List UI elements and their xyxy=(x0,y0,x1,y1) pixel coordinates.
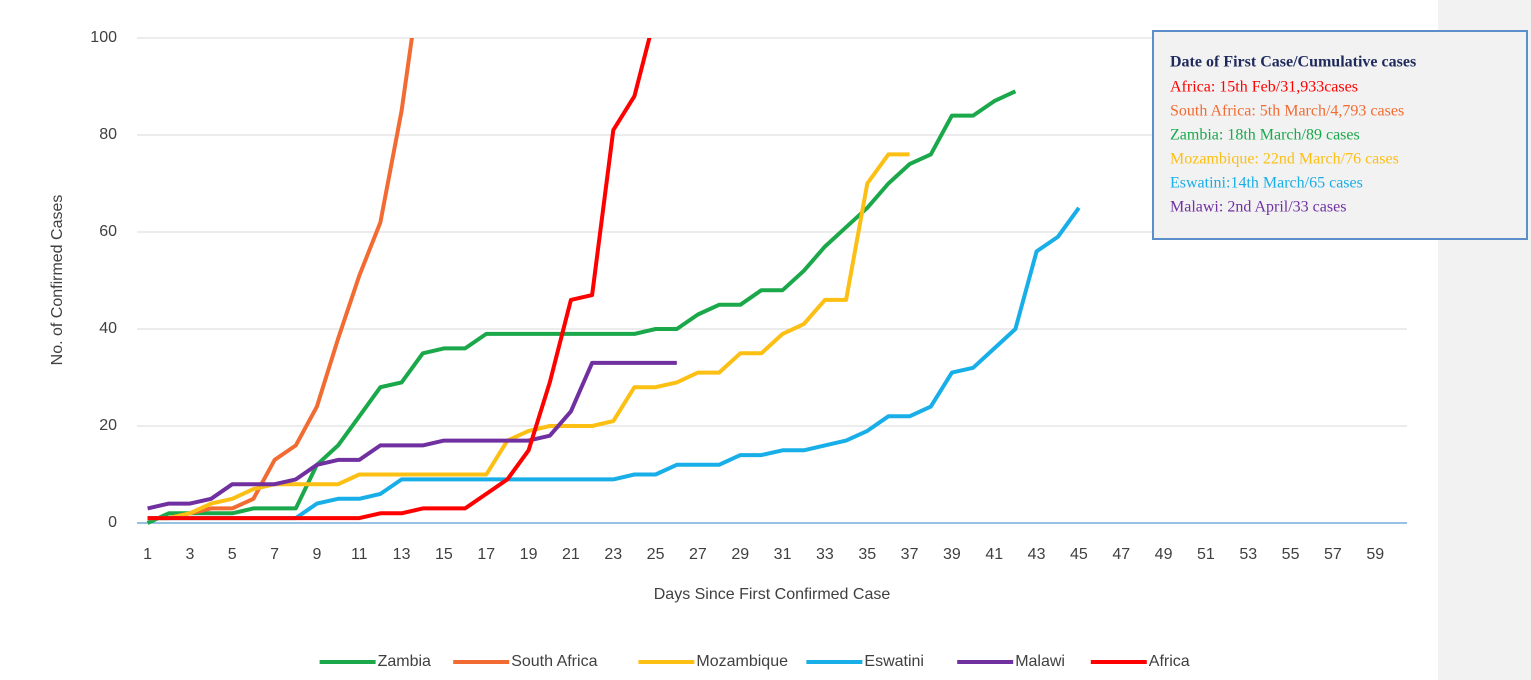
x-tick-label: 5 xyxy=(228,546,237,563)
legend-label: South Africa xyxy=(511,653,597,670)
x-tick-label: 27 xyxy=(689,546,707,563)
series-line xyxy=(147,38,652,521)
y-tick-label: 20 xyxy=(99,417,117,434)
x-tick-label: 51 xyxy=(1197,546,1215,563)
x-tick-label: 25 xyxy=(647,546,665,563)
y-tick-label: 80 xyxy=(99,126,117,143)
x-tick-label: 41 xyxy=(985,546,1003,563)
series-line xyxy=(147,152,910,521)
y-tick-label: 40 xyxy=(99,320,117,337)
x-tick-label: 59 xyxy=(1366,546,1384,563)
series-line xyxy=(147,360,677,511)
x-tick-label: 23 xyxy=(604,546,622,563)
x-tick-label: 7 xyxy=(270,546,279,563)
y-axis-title: No. of Confirmed Cases xyxy=(49,195,66,366)
plot-lines xyxy=(146,38,1081,525)
series-line xyxy=(147,206,1081,521)
x-tick-label: 29 xyxy=(731,546,749,563)
x-tick-label: 35 xyxy=(858,546,876,563)
x-tick-label: 21 xyxy=(562,546,580,563)
y-tick-label: 60 xyxy=(99,223,117,240)
annotation-frame xyxy=(1152,30,1528,240)
x-tick-label: 45 xyxy=(1070,546,1088,563)
legend-label: Zambia xyxy=(378,653,431,670)
x-tick-label: 57 xyxy=(1324,546,1342,563)
x-tick-label: 17 xyxy=(477,546,495,563)
series-line xyxy=(146,89,1017,525)
annotation-entry: Zambia: 18th March/89 cases xyxy=(1170,127,1360,144)
annotation-title: Date of First Case/Cumulative cases xyxy=(1170,54,1416,71)
x-tick-label: 39 xyxy=(943,546,961,563)
legend-label: Mozambique xyxy=(696,653,788,670)
x-tick-label: 11 xyxy=(351,546,368,563)
x-tick-label: 31 xyxy=(774,546,792,563)
legend-label: Africa xyxy=(1149,653,1190,670)
annotation-entry: South Africa: 5th March/4,793 cases xyxy=(1170,103,1404,120)
x-tick-label: 3 xyxy=(185,546,194,563)
x-tick-label: 55 xyxy=(1282,546,1300,563)
annotation-entry: Africa: 15th Feb/31,933cases xyxy=(1170,79,1358,96)
legend-label: Eswatini xyxy=(864,653,924,670)
annotation-entry: Malawi: 2nd April/33 cases xyxy=(1170,199,1346,216)
x-tick-label: 49 xyxy=(1155,546,1173,563)
x-tick-label: 9 xyxy=(312,546,321,563)
x-tick-label: 19 xyxy=(520,546,538,563)
x-tick-label: 37 xyxy=(901,546,919,563)
annotation-entry: Mozambique: 22nd March/76 cases xyxy=(1170,151,1399,168)
x-tick-label: 15 xyxy=(435,546,453,563)
x-tick-label: 53 xyxy=(1239,546,1257,563)
series-line xyxy=(147,38,414,521)
x-axis-title: Days Since First Confirmed Case xyxy=(654,586,891,603)
x-tick-label: 43 xyxy=(1028,546,1046,563)
x-tick-label: 47 xyxy=(1112,546,1130,563)
annotation-box: Date of First Case/Cumulative cases Afric… xyxy=(1152,30,1528,240)
annotation-entry: Eswatini:14th March/65 cases xyxy=(1170,175,1363,192)
legend-label: Malawi xyxy=(1015,653,1065,670)
y-tick-label: 0 xyxy=(108,514,117,531)
x-tick-label: 13 xyxy=(393,546,411,563)
x-tick-label: 1 xyxy=(143,546,152,563)
y-tick-label: 100 xyxy=(90,29,117,46)
x-tick-label: 33 xyxy=(816,546,834,563)
